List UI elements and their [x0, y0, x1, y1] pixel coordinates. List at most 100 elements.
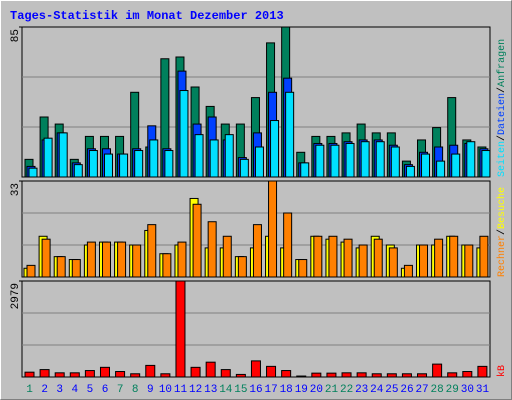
- bar: [449, 235, 459, 278]
- bar: [328, 235, 338, 278]
- bar: [237, 256, 247, 278]
- bar: [119, 153, 129, 178]
- bar: [177, 241, 187, 278]
- legend-entry: Seiten: [496, 141, 508, 177]
- bar: [405, 165, 415, 178]
- bar: [432, 363, 443, 378]
- bar: [69, 372, 80, 378]
- bar: [224, 134, 234, 178]
- bar: [56, 256, 66, 278]
- bar: [375, 141, 385, 178]
- x-tick-label: 31: [476, 384, 490, 396]
- bar: [436, 160, 446, 178]
- x-tick-label: 21: [325, 384, 339, 396]
- bar: [462, 371, 473, 378]
- bar: [434, 238, 444, 278]
- bar: [235, 373, 246, 378]
- bar: [239, 158, 249, 178]
- bar: [266, 365, 277, 378]
- legend: Seiten/Dateien/Anfragen: [496, 39, 508, 177]
- x-tick-label: 30: [461, 384, 474, 396]
- bar: [101, 241, 111, 278]
- bar: [296, 375, 307, 378]
- x-tick-label: 20: [310, 384, 323, 396]
- bar: [421, 153, 431, 178]
- bar: [358, 244, 368, 278]
- bar: [115, 371, 126, 378]
- bar: [386, 373, 397, 378]
- bar: [28, 167, 38, 178]
- x-tick-label: 10: [159, 384, 172, 396]
- bar: [326, 372, 337, 378]
- bar: [356, 372, 367, 378]
- bar: [71, 259, 81, 278]
- legend-entry: Anfragen: [496, 39, 508, 87]
- x-tick-label: 14: [219, 384, 233, 396]
- bar: [145, 364, 156, 378]
- x-tick-label: 4: [72, 384, 79, 396]
- bar: [270, 120, 280, 178]
- bar: [84, 370, 95, 378]
- bar: [164, 150, 174, 178]
- bar: [451, 153, 461, 178]
- bar: [207, 221, 217, 278]
- legend-separator: /: [496, 229, 508, 235]
- bar: [479, 235, 489, 278]
- bar: [209, 139, 219, 178]
- bar: [466, 141, 476, 178]
- x-tick-label: 2: [41, 384, 48, 396]
- bar: [281, 370, 292, 378]
- bar: [313, 235, 323, 278]
- bar: [179, 90, 189, 178]
- x-tick-label: 13: [204, 384, 217, 396]
- x-tick-label: 17: [264, 384, 277, 396]
- bar: [390, 146, 400, 178]
- bar: [417, 373, 428, 378]
- bar: [117, 241, 127, 278]
- bar: [388, 247, 398, 278]
- x-tick-label: 16: [249, 384, 262, 396]
- x-tick-label: 7: [117, 384, 124, 396]
- legend-entry: Besuche: [496, 187, 508, 229]
- bar: [43, 137, 53, 178]
- x-tick-label: 5: [87, 384, 94, 396]
- bar: [192, 203, 202, 278]
- bar: [311, 372, 322, 378]
- bar: [205, 361, 216, 378]
- x-tick-label: 29: [446, 384, 459, 396]
- bar: [315, 144, 325, 178]
- bar: [477, 365, 488, 378]
- legend: Rechner/Besuche: [496, 187, 508, 277]
- bar: [147, 224, 157, 278]
- bar: [250, 360, 261, 378]
- y-tick-label: 2979: [10, 283, 22, 309]
- x-tick-label: 28: [431, 384, 444, 396]
- bar: [134, 150, 144, 178]
- bar: [190, 366, 201, 378]
- bar: [343, 238, 353, 278]
- bar: [252, 224, 262, 278]
- bar: [285, 91, 295, 178]
- legend-entry: Dateien: [496, 93, 508, 135]
- bar: [130, 373, 141, 378]
- bar: [175, 280, 186, 378]
- bar: [403, 264, 413, 278]
- x-tick-label: 19: [295, 384, 308, 396]
- bar: [371, 373, 382, 378]
- bar: [481, 150, 491, 178]
- bar: [341, 372, 352, 378]
- bar: [360, 141, 370, 178]
- bar: [298, 259, 308, 278]
- bar: [88, 150, 98, 178]
- bar: [149, 139, 159, 178]
- bar: [401, 373, 412, 378]
- x-tick-label: 11: [174, 384, 188, 396]
- bar: [41, 238, 51, 278]
- bar: [103, 153, 113, 178]
- bar: [99, 366, 110, 378]
- bar: [24, 371, 35, 378]
- bar: [464, 244, 474, 278]
- bar: [222, 235, 232, 278]
